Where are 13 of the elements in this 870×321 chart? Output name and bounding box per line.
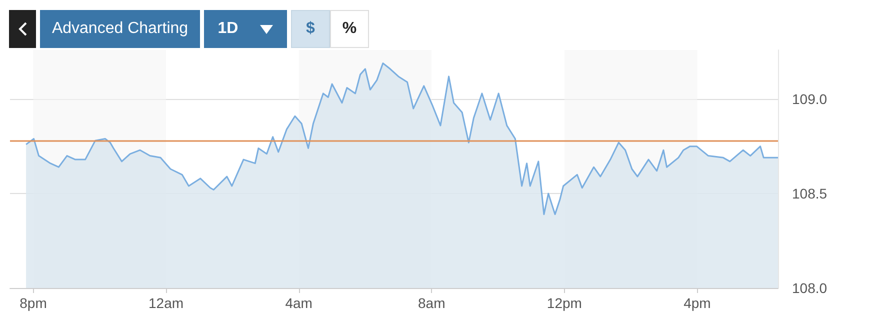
text: $ — [306, 20, 315, 38]
x-tick-label: 8am — [418, 295, 446, 311]
y-tick-label: 108.0 — [792, 280, 828, 296]
x-tick-label: 12pm — [546, 295, 582, 311]
y-tick-label: 109.0 — [792, 91, 828, 108]
y-tick-label: 108.5 — [792, 186, 828, 202]
text: % — [342, 20, 357, 38]
text: Advanced Charting — [52, 20, 188, 38]
x-tick-label: 8pm — [20, 295, 47, 311]
x-tick-label: 12am — [148, 295, 184, 311]
x-tick-label: 4am — [285, 295, 312, 311]
x-tick-label: 4pm — [684, 295, 711, 311]
text: 1D — [218, 20, 238, 38]
